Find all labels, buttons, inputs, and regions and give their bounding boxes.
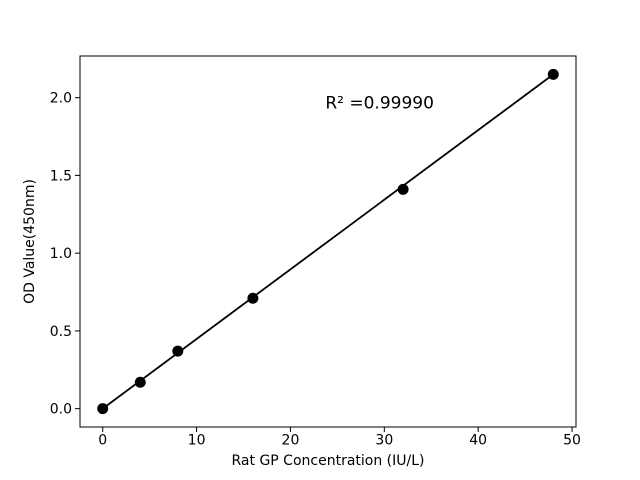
r-squared-annotation: R² =0.99990 <box>325 93 434 113</box>
data-point <box>397 183 409 195</box>
y-axis-label: OD Value(450nm) <box>22 179 38 304</box>
y-tick-label: 1.5 <box>50 168 72 184</box>
x-tick-label: 10 <box>188 433 206 449</box>
x-axis-label: Rat GP Concentration (IU/L) <box>232 453 425 469</box>
x-axis-ticks: 0 10 20 30 40 50 <box>98 427 581 449</box>
plot-content <box>97 68 559 415</box>
data-point <box>172 345 184 357</box>
data-point <box>547 68 559 80</box>
data-point <box>247 292 259 304</box>
fit-line <box>102 73 554 410</box>
data-point <box>97 403 109 415</box>
data-point <box>134 376 146 388</box>
y-axis-ticks: 0.0 0.5 1.0 1.5 2.0 <box>50 91 80 418</box>
y-tick-label: 2.0 <box>50 91 72 107</box>
x-tick-label: 30 <box>375 433 393 449</box>
x-tick-label: 50 <box>563 433 581 449</box>
y-tick-label: 0.0 <box>50 402 72 418</box>
x-tick-label: 40 <box>469 433 487 449</box>
x-tick-label: 20 <box>282 433 300 449</box>
x-tick-label: 0 <box>98 433 107 449</box>
plot-frame <box>79 55 577 428</box>
y-tick-label: 1.0 <box>50 246 72 262</box>
y-tick-label: 0.5 <box>50 324 72 340</box>
